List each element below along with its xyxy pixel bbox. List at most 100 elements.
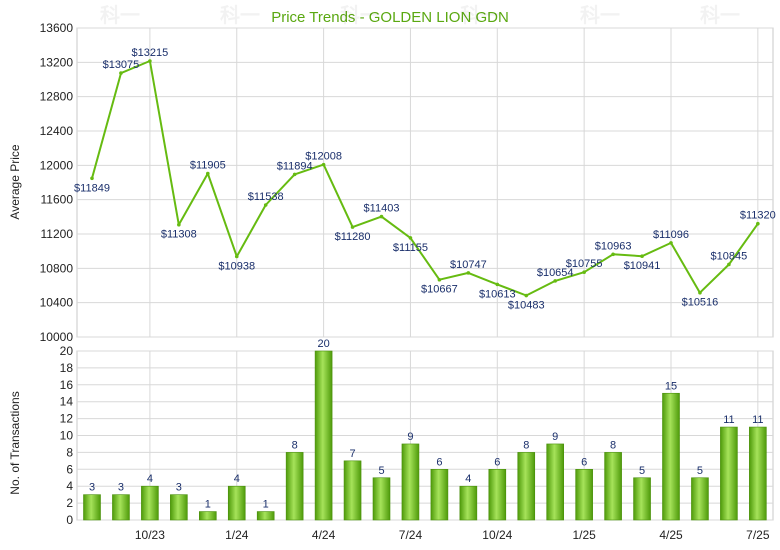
price-data-label: $13215	[132, 47, 169, 59]
price-panel: 10000 10400 10800 11200 11600 12000 12400 12800…	[8, 21, 776, 344]
transactions-data-label: 20	[317, 338, 329, 350]
transactions-bar	[749, 426, 767, 521]
transactions-y-tick-label: 14	[60, 395, 74, 409]
price-point	[177, 222, 181, 227]
transactions-bar	[401, 443, 420, 521]
price-y-tick-label: 11600	[41, 193, 74, 207]
price-y-tick-label: 12800	[40, 90, 74, 104]
price-y-tick-label: 10400	[40, 296, 74, 310]
transactions-data-label: 11	[723, 414, 734, 426]
price-series	[90, 59, 760, 298]
transactions-bar	[343, 460, 362, 521]
price-point	[524, 293, 529, 298]
transactions-bar	[459, 485, 478, 521]
price-data-label: $11849	[74, 182, 110, 194]
x-tick-labels: 10/23 1/24 4/24 7/24 10/24 1/25 4/25 7/25	[135, 528, 770, 542]
transactions-y-tick-label: 0	[66, 513, 73, 527]
watermark-text: 科一	[580, 3, 620, 27]
transactions-y-tick-label: 12	[60, 412, 74, 426]
price-point	[379, 214, 384, 219]
price-series-line	[91, 60, 759, 297]
transactions-data-label: 6	[581, 456, 587, 468]
transactions-data-label: 9	[552, 431, 558, 443]
x-tick-label: 7/24	[399, 528, 423, 542]
transactions-bar	[691, 477, 709, 521]
price-data-label: $11894	[277, 160, 313, 172]
price-data-label: $10941	[624, 260, 661, 272]
transactions-bars	[83, 350, 767, 521]
price-plot-area	[76, 27, 774, 338]
price-y-tick-labels: 10000 10400 10800 11200 11600 12000 12400 12800…	[40, 21, 74, 344]
price-point	[234, 254, 239, 259]
price-gridlines	[77, 27, 773, 338]
transactions-data-label: 6	[494, 456, 500, 468]
transactions-y-tick-label: 16	[60, 378, 74, 392]
transactions-y-tick-label: 6	[66, 462, 73, 476]
price-point	[350, 225, 355, 229]
price-data-label: $10654	[537, 267, 574, 279]
price-point	[90, 176, 94, 181]
watermark-text: 科一	[220, 3, 260, 27]
price-point	[698, 290, 702, 295]
transactions-bar	[112, 494, 130, 521]
transactions-bar	[285, 452, 304, 521]
transactions-data-label: 7	[349, 448, 355, 460]
price-point	[437, 277, 442, 282]
price-y-tick-label: 11200	[41, 227, 74, 241]
watermark-text: 科一	[100, 3, 140, 27]
price-data-labels: $11849 $13075$13215 $11308 $11905 $10938 $115…	[74, 47, 776, 311]
transactions-data-label: 5	[378, 465, 384, 477]
transactions-data-label: 8	[523, 439, 529, 451]
price-data-label: $10963	[595, 240, 632, 252]
price-point	[206, 171, 210, 176]
transactions-data-label: 3	[118, 482, 124, 494]
transactions-y-tick-label: 8	[66, 445, 73, 459]
transactions-bar	[488, 468, 507, 521]
price-point	[582, 270, 586, 274]
price-y-axis-label: Average Price	[8, 144, 22, 219]
transactions-bar	[633, 477, 651, 521]
transactions-data-label: 4	[465, 473, 471, 485]
price-data-label: $11320	[740, 210, 776, 222]
transactions-data-label: 6	[436, 456, 442, 468]
transactions-data-labels: 3 3 4 3 1 4 1 8 20 7 5 9 6 4 6 8 9 6 8 5 15 5 11 11	[89, 338, 764, 511]
price-point	[611, 252, 615, 257]
transactions-bar	[720, 426, 738, 521]
transactions-bar	[604, 452, 622, 521]
price-point	[466, 271, 471, 275]
transactions-data-label: 3	[89, 482, 95, 494]
price-data-label: $12008	[305, 151, 342, 163]
transactions-bar	[546, 443, 565, 521]
transactions-data-label: 8	[610, 439, 616, 451]
transactions-bar	[141, 485, 159, 521]
chart-title: Price Trends - GOLDEN LION GDN	[271, 9, 509, 26]
transactions-data-label: 4	[234, 473, 240, 485]
price-y-tick-label: 12400	[40, 124, 74, 138]
transactions-bar	[575, 468, 593, 521]
transactions-y-tick-label: 20	[60, 344, 74, 358]
price-data-label: $10516	[682, 297, 719, 309]
price-point	[408, 236, 413, 240]
price-point	[553, 279, 557, 283]
transactions-bar	[83, 494, 101, 521]
price-point	[756, 221, 760, 226]
price-point	[263, 203, 268, 207]
transactions-data-label: 3	[176, 482, 182, 494]
price-point	[495, 282, 500, 287]
transactions-data-label: 15	[665, 380, 677, 392]
transactions-bar	[372, 477, 391, 521]
price-point	[727, 262, 731, 267]
transactions-data-label: 8	[292, 439, 298, 451]
transactions-y-tick-label: 18	[60, 361, 74, 375]
price-data-label: $10845	[711, 250, 748, 262]
price-data-label: $10747	[450, 259, 487, 271]
price-point	[292, 172, 297, 177]
price-data-label: $11308	[161, 229, 197, 241]
price-data-label: $13075	[103, 59, 140, 71]
price-data-label: $11280	[335, 231, 371, 243]
price-data-label: $10613	[479, 288, 516, 300]
transactions-data-label: 5	[639, 465, 645, 477]
price-point	[148, 59, 152, 63]
transactions-bar	[199, 511, 217, 521]
